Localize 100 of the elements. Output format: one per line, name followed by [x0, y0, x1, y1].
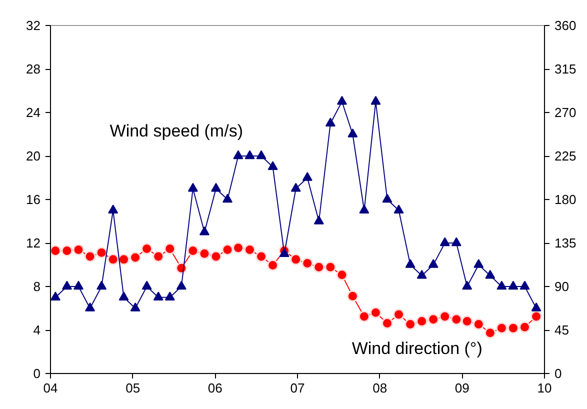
x-tick-label: 07: [290, 380, 305, 396]
y-tick-label: 32: [26, 18, 41, 33]
point: [142, 280, 152, 290]
point: [302, 258, 314, 270]
point: [141, 243, 153, 255]
point: [358, 310, 370, 322]
point: [518, 321, 530, 333]
point: [164, 292, 175, 300]
point: [244, 150, 255, 160]
point: [474, 259, 484, 268]
point: [451, 237, 462, 246]
point: [325, 118, 336, 126]
point: [428, 259, 438, 268]
point: [336, 96, 347, 105]
point: [428, 314, 440, 326]
point: [348, 128, 358, 138]
point: [96, 246, 108, 258]
x-tick-label: 08: [372, 380, 388, 396]
point: [107, 254, 119, 266]
point: [394, 204, 404, 214]
point: [382, 194, 392, 203]
y-tick-label: 4: [33, 322, 41, 338]
point: [461, 316, 473, 328]
y2-tick-label: 180: [554, 192, 576, 207]
point: [485, 270, 496, 279]
point: [530, 310, 542, 322]
series-label: Wind direction (°): [352, 338, 482, 358]
point: [233, 150, 244, 160]
point: [244, 244, 256, 256]
point: [130, 252, 142, 264]
point: [290, 254, 302, 266]
point: [484, 327, 496, 339]
point: [199, 226, 210, 236]
x-tick-label: 10: [537, 380, 552, 396]
y-tick-label: 16: [26, 192, 41, 207]
point: [346, 290, 358, 302]
point: [496, 322, 508, 334]
point: [256, 150, 266, 160]
x-tick-label: 09: [454, 380, 470, 396]
x-tick-label: 04: [43, 380, 58, 396]
point: [531, 302, 542, 312]
point: [84, 250, 96, 262]
point: [85, 302, 96, 312]
y2-tick-label: 135: [554, 236, 576, 250]
point: [440, 237, 450, 246]
y2-tick-label: 90: [554, 279, 569, 294]
point: [176, 280, 186, 290]
point: [370, 306, 382, 318]
point: [336, 269, 348, 281]
point: [267, 259, 279, 271]
y-tick-label: 24: [26, 105, 41, 120]
point: [404, 318, 416, 330]
y2-tick-label: 270: [554, 105, 576, 120]
point: [462, 280, 472, 290]
point: [450, 314, 462, 326]
point: [290, 182, 301, 192]
point: [324, 261, 336, 273]
y2-tick-label: 315: [554, 62, 576, 76]
point: [50, 292, 60, 300]
point: [370, 96, 381, 105]
y2-tick-label: 0: [554, 366, 562, 381]
point: [210, 250, 222, 262]
point: [405, 259, 416, 268]
point: [507, 322, 519, 334]
point: [152, 250, 164, 262]
point: [198, 248, 210, 260]
y-tick-label: 12: [26, 236, 41, 250]
point: [210, 182, 221, 192]
y2-tick-label: 225: [554, 148, 576, 164]
point: [108, 204, 118, 214]
point: [187, 244, 199, 256]
y2-tick-label: 360: [554, 18, 576, 33]
point: [359, 204, 370, 214]
point: [222, 194, 233, 203]
point: [314, 216, 324, 224]
point: [496, 280, 507, 290]
point: [416, 316, 428, 328]
x-tick-label: 06: [208, 380, 222, 396]
point: [508, 280, 518, 290]
point: [164, 243, 176, 255]
point: [416, 270, 427, 279]
y-tick-label: 0: [33, 366, 41, 381]
point: [472, 318, 484, 330]
point: [381, 317, 393, 329]
y-tick-label: 20: [26, 148, 41, 164]
y2-tick-label: 45: [554, 322, 569, 338]
point: [268, 161, 278, 170]
point: [313, 261, 325, 273]
point: [72, 244, 84, 256]
point: [393, 308, 405, 320]
point: [73, 280, 84, 290]
point: [62, 280, 72, 290]
point: [96, 280, 107, 290]
point: [439, 310, 451, 322]
point: [153, 292, 164, 300]
point: [222, 244, 234, 256]
point: [118, 292, 129, 300]
series-label: Wind speed (m/s): [110, 121, 243, 140]
point: [118, 254, 130, 266]
point: [520, 280, 530, 290]
